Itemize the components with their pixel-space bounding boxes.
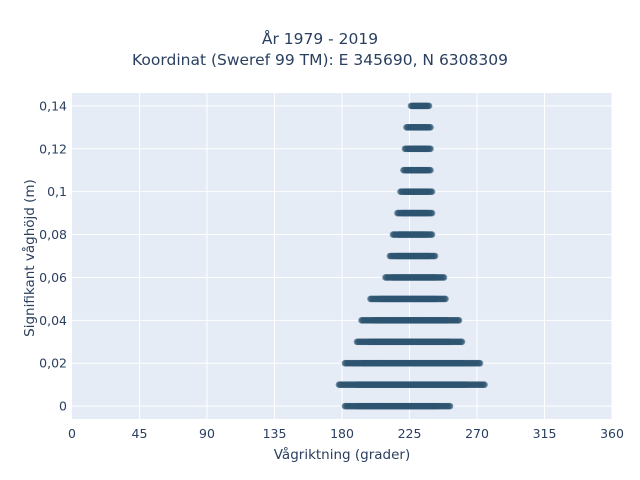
y-tick-label: 0,04 (39, 313, 67, 328)
x-tick-label: 180 (330, 426, 354, 441)
y-tick-label: 0,12 (39, 141, 67, 156)
x-tick-label: 225 (398, 426, 422, 441)
x-tick-label: 0 (68, 426, 76, 441)
x-axis-title: Vågriktning (grader) (273, 447, 411, 463)
data-band (341, 402, 454, 410)
data-point (431, 252, 439, 260)
data-band (397, 188, 436, 195)
x-tick-label: 90 (199, 426, 215, 441)
data-point (427, 124, 434, 131)
data-point (428, 209, 436, 217)
data-band (386, 252, 439, 260)
data-point (427, 166, 434, 174)
data-point (458, 338, 466, 346)
x-tick-label: 360 (600, 426, 624, 441)
data-band (367, 295, 449, 303)
data-band (403, 124, 434, 131)
data-band (382, 274, 448, 281)
data-point (428, 231, 436, 238)
data-point (481, 381, 488, 388)
x-tick-label: 315 (533, 426, 557, 441)
data-band (335, 381, 488, 388)
data-point (476, 359, 484, 367)
data-band (389, 231, 436, 238)
x-tick-label: 135 (263, 426, 287, 441)
data-point (455, 317, 463, 324)
data-point (425, 102, 433, 110)
y-tick-label: 0,1 (47, 184, 67, 199)
data-point (440, 274, 448, 281)
data-point (428, 188, 436, 195)
data-point (427, 145, 434, 153)
y-tick-label: 0,02 (39, 356, 67, 371)
data-band (353, 338, 466, 346)
y-tick-label: 0,14 (39, 98, 67, 113)
data-band (341, 359, 484, 367)
y-tick-label: 0,08 (39, 227, 67, 242)
chart-title: År 1979 - 2019 (261, 30, 379, 48)
x-tick-label: 45 (132, 426, 148, 441)
data-band (394, 209, 436, 217)
x-tick-label: 270 (465, 426, 489, 441)
chart-subtitle: Koordinat (Sweref 99 TM): E 345690, N 63… (132, 51, 508, 69)
data-point (442, 295, 449, 303)
data-band (358, 317, 463, 324)
data-band (400, 166, 434, 174)
y-axis-title: Signifikant våghöjd (m) (22, 179, 38, 337)
y-tick-label: 0,06 (39, 270, 67, 285)
data-band (407, 102, 433, 110)
data-band (401, 145, 434, 153)
y-tick-label: 0 (59, 399, 67, 414)
data-point (446, 402, 454, 410)
